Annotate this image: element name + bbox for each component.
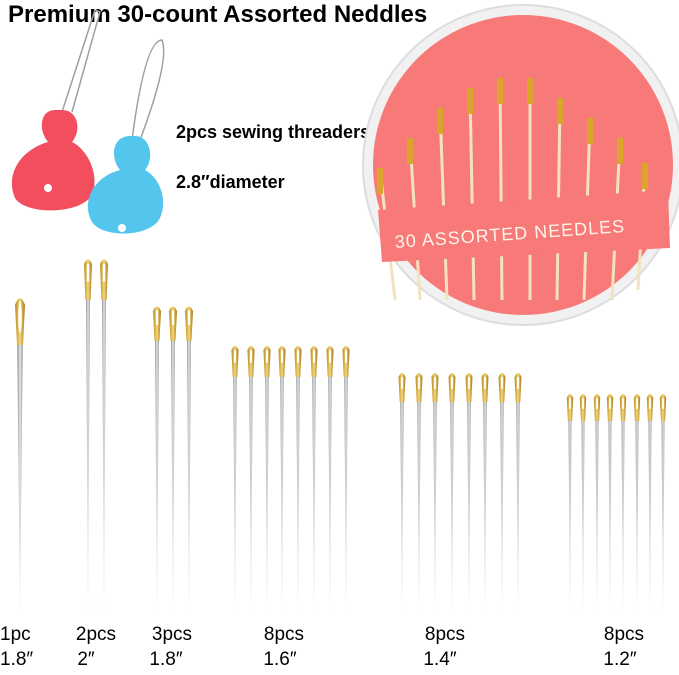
title: Premium 30-count Assorted Neddles [8,1,427,28]
group-labels: 1pc 1.8″ 2pcs 2″ 3pcs 1.8″ 8pcs 1.6″ 8pc… [0,624,644,670]
length-label: 2″ [77,649,95,670]
count-label: 3pcs [152,624,192,645]
length-label: 1.8″ [149,649,182,670]
count-label: 8pcs [604,624,644,645]
length-label: 1.4″ [423,649,456,670]
count-label: 8pcs [264,624,304,645]
length-label: 1.2″ [603,649,636,670]
count-label: 8pcs [425,624,465,645]
needle-case: 30 ASSORTED NEEDLES [362,4,679,326]
diameter-text: 2.8″diameter [176,172,285,192]
length-label: 1.8″ [0,649,33,670]
count-label: 2pcs [76,624,116,645]
threaders [11,9,165,234]
length-label: 1.6″ [263,649,296,670]
count-label: 1pc [0,624,31,645]
threaders-text: 2pcs sewing threaders [176,122,370,142]
